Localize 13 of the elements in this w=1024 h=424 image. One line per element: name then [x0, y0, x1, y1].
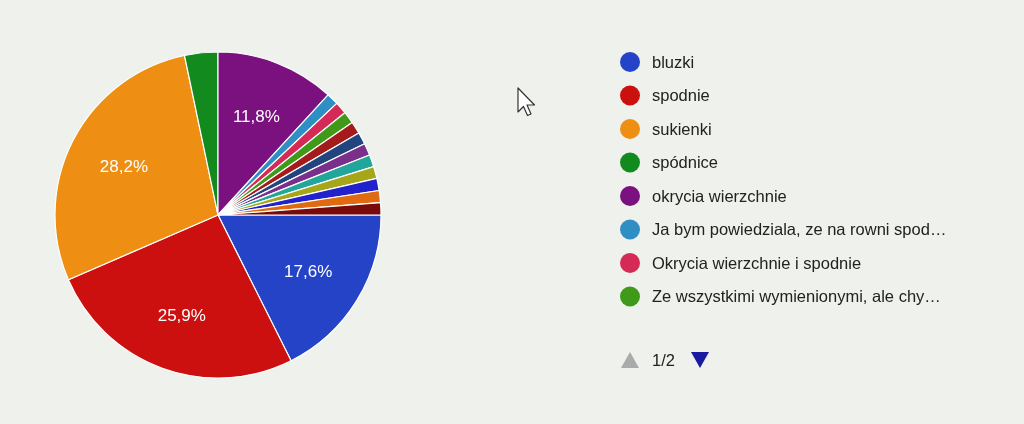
legend-label: spódnice — [652, 153, 719, 172]
legend-label: okrycia wierzchnie — [652, 186, 787, 205]
legend-label: Okrycia wierzchnie i spodnie — [652, 253, 862, 272]
data-label: 25,9% — [157, 305, 206, 325]
legend-label: Ze wszystkimi wymienionymi, ale chy… — [652, 287, 941, 306]
legend-label: spodnie — [652, 86, 710, 105]
text: 1/2 — [652, 350, 675, 369]
legend-label: Ja bym powiedziala, ze na rowni spod… — [652, 220, 947, 239]
data-label: 11,8% — [232, 107, 280, 127]
legend-label: bluzki — [652, 52, 695, 71]
legend-label: sukienki — [652, 119, 712, 138]
data-label: 17,6% — [284, 261, 333, 281]
data-label: 28,2% — [99, 157, 148, 177]
